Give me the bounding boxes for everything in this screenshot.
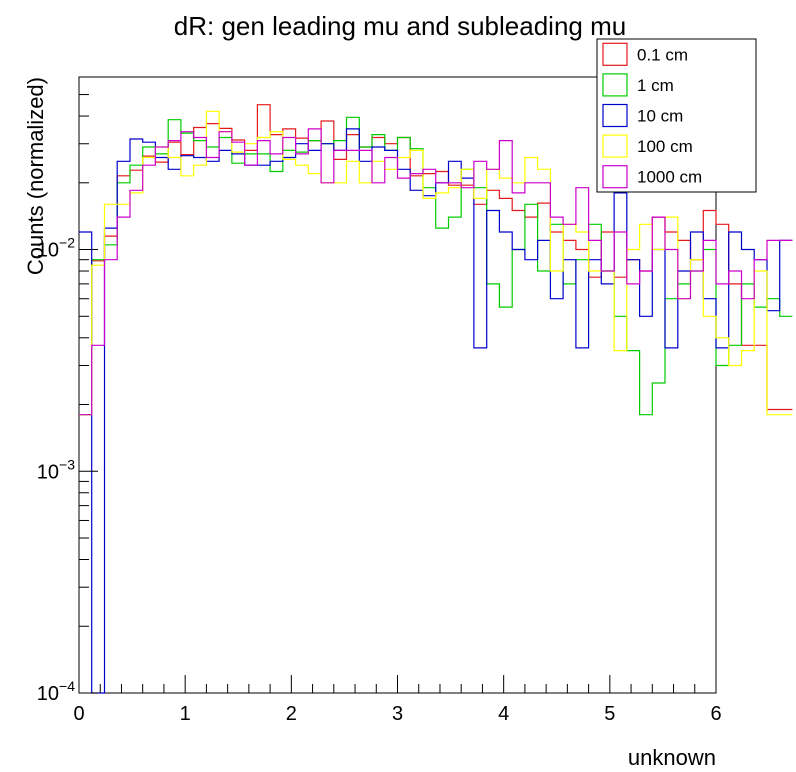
x-tick-label: 6 <box>710 703 721 725</box>
y-tick-label: 10−4 <box>37 678 75 705</box>
y-tick-label: 10−3 <box>37 456 75 483</box>
legend-box <box>596 38 757 193</box>
series-line-4 <box>79 128 793 416</box>
y-axis-title: Counts (normalized) <box>23 77 48 275</box>
series-layer <box>79 104 793 694</box>
x-tick-label: 0 <box>73 703 84 725</box>
x-axis-title: unknown <box>628 745 716 770</box>
legend-swatch <box>602 165 628 189</box>
legend-swatch <box>602 103 628 128</box>
x-tick-label: 2 <box>286 703 297 725</box>
legend-label: 0.1 cm <box>637 45 688 64</box>
legend-label: 100 cm <box>637 137 693 156</box>
series-line-1 <box>79 116 793 416</box>
legend-swatch <box>602 73 628 97</box>
chart-title: dR: gen leading mu and subleading mu <box>174 11 626 41</box>
x-tick-label: 4 <box>498 703 509 725</box>
legend-label: 10 cm <box>637 107 683 126</box>
series-line-3 <box>79 110 793 416</box>
x-tick-label: 3 <box>392 703 403 725</box>
x-tick-label: 1 <box>180 703 191 725</box>
x-tick-label: 5 <box>604 703 615 725</box>
y-tick-label: 10−2 <box>37 235 75 262</box>
legend-swatch <box>602 134 628 158</box>
legend: 0.1 cm 1 cm 10 cm 100 cm 1000 cm <box>596 38 757 193</box>
legend-label: 1000 cm <box>637 168 702 187</box>
legend-label: 1 cm <box>637 76 674 95</box>
legend-swatch <box>602 42 628 66</box>
axis-layer: 0 1 2 3 4 5 6 10−4 10−3 10−2 <box>37 94 722 725</box>
